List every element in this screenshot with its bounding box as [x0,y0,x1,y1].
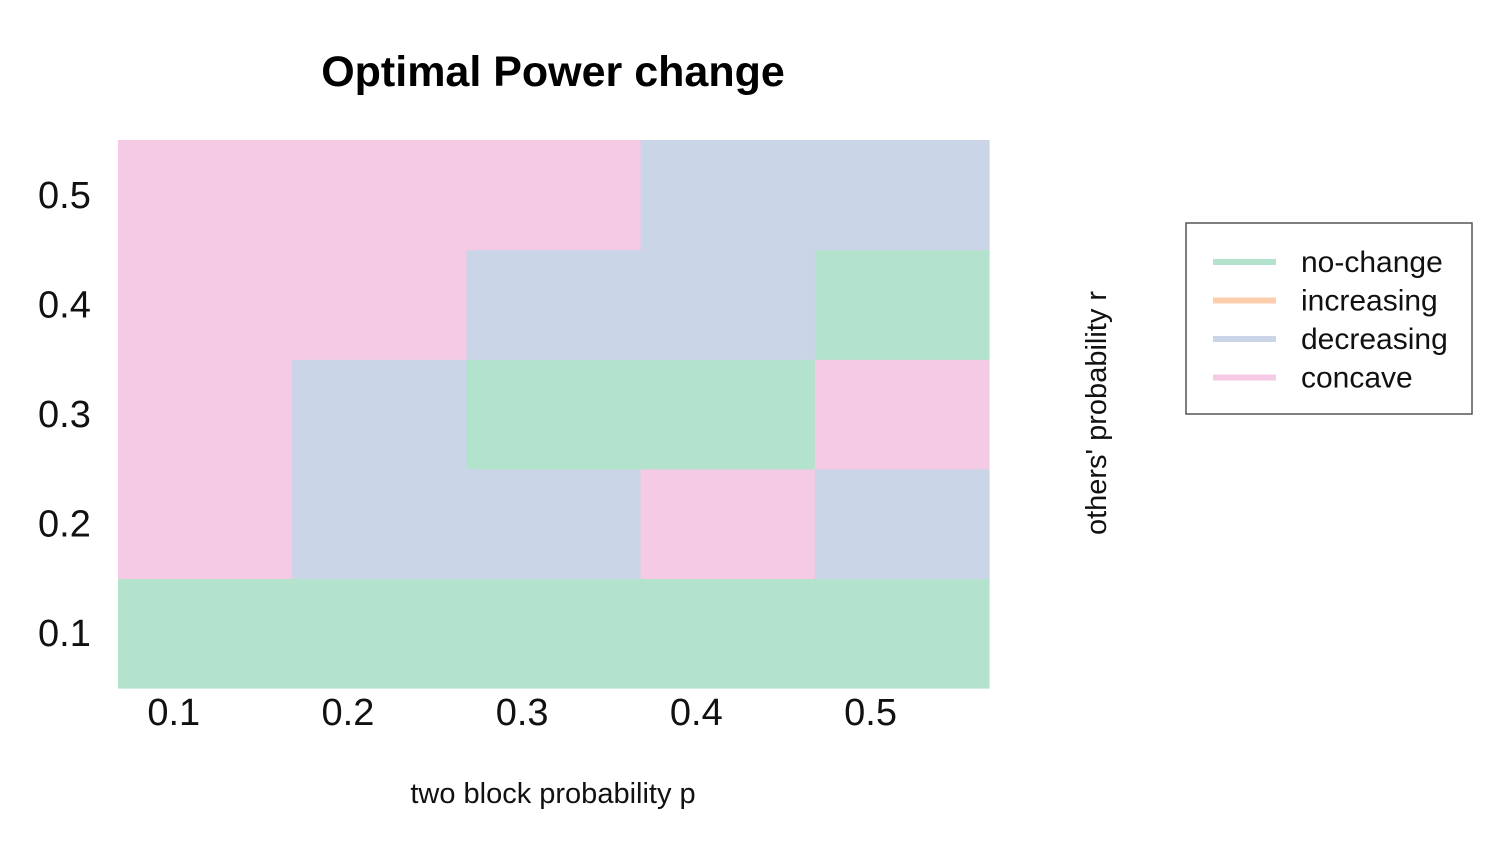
heatmap-cell-p0.2-r0.2 [292,468,467,579]
x-axis-label: two block probability p [410,778,695,810]
x-tick-label: 0.3 [496,692,549,734]
x-tick-label: 0.5 [844,692,897,734]
y-axis-label: others' probability r [1081,291,1113,535]
y-tick-label: 0.1 [38,613,91,655]
heatmap-cell-p0.1-r0.5 [118,140,293,251]
heatmap-cell-p0.5-r0.2 [814,468,990,579]
heatmap-cell-p0.2-r0.4 [292,249,467,360]
heatmap-cells [118,140,990,689]
x-axis-ticks: 0.1 0.2 0.3 0.4 0.5 [147,692,897,734]
heatmap-cell-p0.5-r0.3 [814,359,990,470]
heatmap-cell-p0.3-r0.2 [466,468,642,579]
heatmap-cell-p0.4-r0.1 [640,578,816,689]
legend-label-decreasing: decreasing [1301,323,1448,356]
heatmap-cell-p0.5-r0.4 [814,249,990,360]
heatmap-cell-p0.1-r0.2 [118,468,293,579]
heatmap-cell-p0.2-r0.1 [292,578,467,689]
heatmap-cell-p0.3-r0.5 [466,140,642,251]
y-axis-ticks: 0.1 0.2 0.3 0.4 0.5 [38,175,91,655]
heatmap-cell-p0.4-r0.2 [640,468,816,579]
heatmap-cell-p0.3-r0.1 [466,578,642,689]
legend-label-increasing: increasing [1301,285,1438,318]
heatmap-cell-p0.3-r0.4 [466,249,642,360]
heatmap-cell-p0.2-r0.3 [292,359,467,470]
legend-box [1185,222,1473,415]
heatmap-cell-p0.1-r0.4 [118,249,293,360]
heatmap-cell-p0.3-r0.3 [466,359,642,470]
heatmap-cell-p0.4-r0.5 [640,140,816,251]
heatmap-cell-p0.1-r0.3 [118,359,293,470]
x-tick-label: 0.2 [322,692,375,734]
x-tick-label: 0.4 [670,692,723,734]
x-tick-label: 0.1 [147,692,200,734]
heatmap-cell-p0.5-r0.1 [814,578,990,689]
chart-title: Optimal Power change [321,48,785,96]
legend-entries: no-change increasing decreasing concave [1213,246,1448,395]
y-tick-label: 0.5 [38,175,91,217]
legend-label-no-change: no-change [1301,246,1443,279]
y-tick-label: 0.3 [38,394,91,436]
y-tick-label: 0.2 [38,504,91,546]
heatmap-cell-p0.1-r0.1 [118,578,293,689]
heatmap-cell-p0.2-r0.5 [292,140,467,251]
heatmap-cell-p0.4-r0.3 [640,359,816,470]
heatmap-cell-p0.5-r0.5 [814,140,990,251]
legend: no-change increasing decreasing concave [1185,222,1473,415]
y-tick-label: 0.4 [38,284,91,326]
heatmap-cell-p0.4-r0.4 [640,249,816,360]
legend-label-concave: concave [1301,362,1413,395]
